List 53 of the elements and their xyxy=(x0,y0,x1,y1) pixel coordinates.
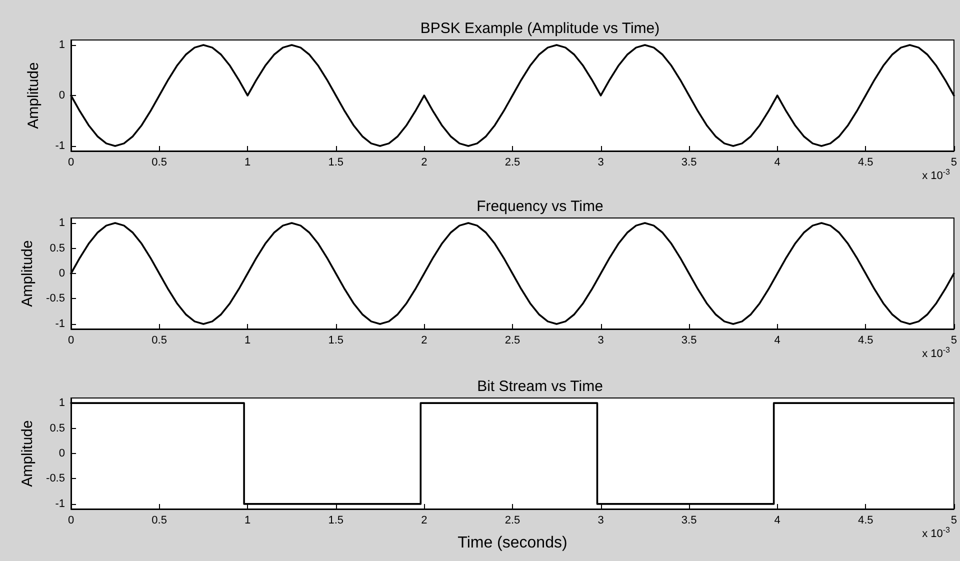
chart-title: Bit Stream vs Time xyxy=(477,378,603,395)
x-tick-label: 2 xyxy=(421,514,428,526)
x-tick-label: 2.5 xyxy=(504,334,520,346)
y-axis-title: Amplitude xyxy=(19,240,36,307)
y-axis-title: Amplitude xyxy=(19,420,36,487)
x-tick-label: 3 xyxy=(598,514,604,526)
x-tick-label: 3.5 xyxy=(681,156,697,168)
x-tick-label: 1 xyxy=(244,514,251,526)
x-tick-label: 2 xyxy=(421,156,428,168)
x-tick-label: 1.5 xyxy=(328,514,344,526)
x-tick-label: 4.5 xyxy=(858,156,874,168)
chart-title: BPSK Example (Amplitude vs Time) xyxy=(420,20,660,37)
x-tick-label: 0.5 xyxy=(152,334,167,346)
x-tick-label: 2 xyxy=(421,334,428,346)
x-tick-label: 0 xyxy=(68,334,74,346)
y-tick-label: 0.5 xyxy=(50,422,65,434)
x-tick-label: 3 xyxy=(598,334,604,346)
y-tick-label: 0 xyxy=(58,268,65,280)
y-tick-label: 1 xyxy=(58,397,65,410)
y-tick-label: -1 xyxy=(55,140,65,152)
y-tick-label: -1 xyxy=(55,318,65,330)
y-tick-label: 0 xyxy=(58,90,65,102)
x-tick-label: 5 xyxy=(950,334,958,346)
x-tick-label: 2.5 xyxy=(504,156,520,168)
y-tick-label: 1 xyxy=(58,217,65,230)
x-tick-label: 0.5 xyxy=(152,156,167,168)
x-tick-label: 5 xyxy=(950,156,958,168)
y-tick-label: -0.5 xyxy=(46,292,65,305)
x-tick-label: 3.5 xyxy=(681,514,697,526)
x-tick-label: 4 xyxy=(774,156,780,168)
y-axis-title: Amplitude xyxy=(25,62,42,129)
x-axis-title: Time (seconds) xyxy=(458,534,568,552)
x-tick-label: 4 xyxy=(774,334,780,346)
y-tick-label: -0.5 xyxy=(46,472,65,485)
x-tick-label: 4 xyxy=(774,514,780,526)
y-tick-label: 1 xyxy=(58,39,65,52)
x-tick-label: 5 xyxy=(950,514,958,526)
x-tick-label: 2.5 xyxy=(504,514,520,526)
chart-title: Frequency vs Time xyxy=(476,198,604,215)
y-tick-label: 0 xyxy=(58,448,65,460)
x-tick-label: 0 xyxy=(68,514,74,526)
x-tick-label: 0 xyxy=(68,156,74,168)
x-tick-label: 1 xyxy=(244,156,251,168)
x-tick-label: 1.5 xyxy=(328,334,344,346)
x-tick-label: 1.5 xyxy=(328,156,344,168)
x-tick-label: 3 xyxy=(598,156,604,168)
x-tick-label: 4.5 xyxy=(858,514,874,526)
x-tick-label: 4.5 xyxy=(858,334,874,346)
x-tick-label: 0.5 xyxy=(152,514,167,526)
y-tick-label: 0.5 xyxy=(50,242,65,254)
x-tick-label: 1 xyxy=(244,334,251,346)
x-tick-label: 3.5 xyxy=(681,334,697,346)
y-tick-label: -1 xyxy=(55,498,65,510)
